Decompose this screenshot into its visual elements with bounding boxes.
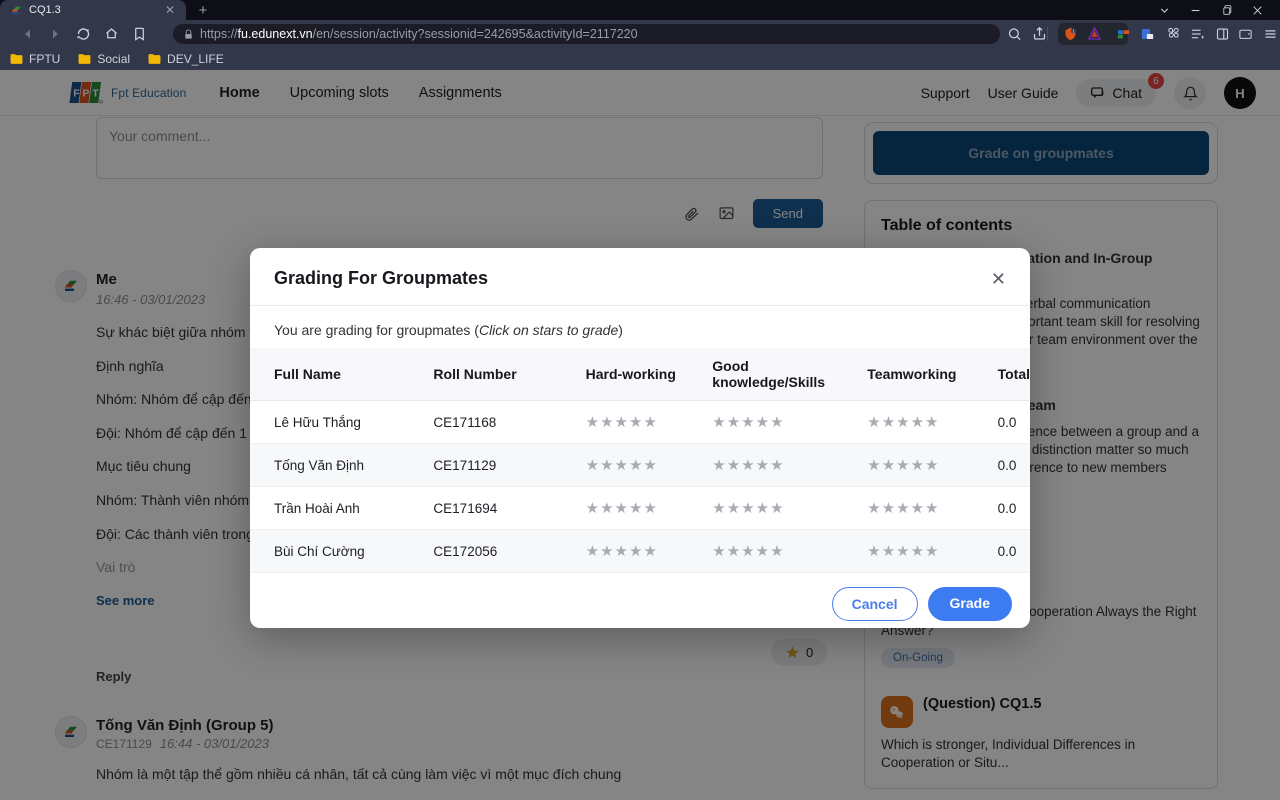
svg-text:1: 1	[1073, 29, 1075, 33]
